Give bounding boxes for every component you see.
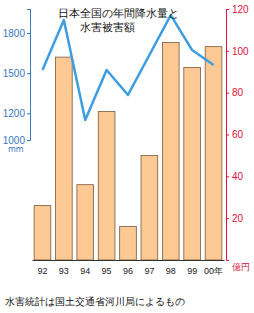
tick-mark — [226, 218, 229, 219]
annotation: 水害統計は国土交通省河川局によるもの — [5, 296, 185, 307]
tick-mark — [27, 73, 30, 74]
tick: 98 — [166, 260, 176, 276]
plot-area — [34, 15, 222, 260]
tick-mark — [226, 51, 229, 52]
tick-label: 60 — [232, 129, 244, 140]
tick: 97 — [144, 260, 154, 276]
axis-line — [227, 10, 230, 261]
tick-mark — [226, 9, 229, 10]
bar — [205, 47, 222, 260]
y-axis-title: mm — [8, 145, 24, 154]
bar — [120, 227, 137, 260]
tick: 92 — [37, 260, 47, 276]
tick-mark — [27, 140, 30, 141]
tick-label: 95 — [102, 266, 112, 276]
tick: 20 — [226, 213, 244, 224]
tick-label: 99 — [187, 266, 197, 276]
axis-line — [27, 10, 31, 141]
tick-label: 1800 — [3, 28, 26, 39]
bar — [56, 57, 73, 260]
chart: 1000120015001800204060801001209293949596… — [0, 0, 254, 313]
tick-mark — [27, 33, 30, 34]
bar — [184, 68, 201, 260]
tick-label: 80 — [232, 87, 244, 98]
tick-label: 93 — [59, 266, 69, 276]
tick: 120 — [226, 4, 249, 15]
tick: 95 — [102, 260, 112, 276]
tick: 1800 — [3, 28, 30, 39]
tick: 1200 — [3, 108, 30, 119]
bar — [141, 155, 158, 260]
tick: 40 — [226, 171, 244, 182]
tick: 99 — [187, 260, 197, 276]
tick-label: 96 — [123, 266, 133, 276]
bar — [162, 42, 179, 260]
tick-label: 92 — [37, 266, 47, 276]
y2-axis: 20 40 60 80 100 120 — [226, 4, 249, 261]
tick-label: 97 — [144, 266, 154, 276]
tick-label: 94 — [80, 266, 90, 276]
tick: 60 — [226, 129, 244, 140]
x-axis: 92 93 94 95 96 97 98 99 00年 — [33, 260, 225, 276]
tick-label: 98 — [166, 266, 176, 276]
title: 日本全国の年間降水量と — [58, 7, 179, 19]
bar — [34, 206, 51, 260]
tick-mark — [226, 135, 229, 136]
tick-mark — [27, 113, 30, 114]
axis-line — [33, 260, 225, 261]
y2-axis-title: 億円 — [232, 262, 250, 272]
tick-label: 1500 — [3, 68, 26, 79]
tick-label: 1200 — [3, 108, 26, 119]
y-axis: 1000120015001800 — [3, 10, 31, 146]
tick: 00年 — [204, 260, 223, 276]
tick-mark — [226, 176, 229, 177]
tick: 1500 — [3, 68, 30, 79]
tick: 94 — [80, 260, 90, 276]
tick-label: 100 — [232, 46, 249, 57]
tick: 100 — [226, 46, 249, 57]
bar — [98, 111, 115, 260]
tick-mark — [226, 93, 229, 94]
tick: 80 — [226, 87, 244, 98]
title: 水害被害額 — [80, 21, 135, 33]
tick-label: 40 — [232, 171, 244, 182]
tick-label: 120 — [232, 4, 249, 15]
bar — [77, 185, 94, 260]
tick: 93 — [59, 260, 69, 276]
tick-label: 20 — [232, 213, 244, 224]
line — [42, 15, 213, 120]
tick-label: 00年 — [204, 266, 223, 276]
tick: 96 — [123, 260, 133, 276]
